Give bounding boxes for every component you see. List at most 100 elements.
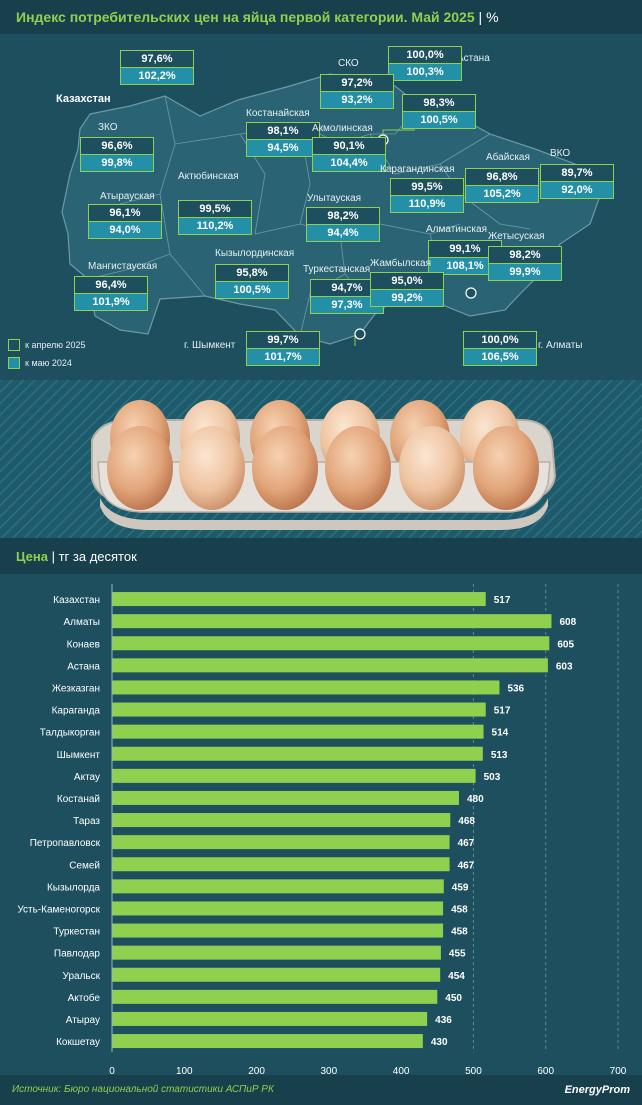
index-may: 101,7% (246, 349, 320, 366)
chart-title: Цена | тг за десяток (16, 549, 137, 564)
bar-value-label: 430 (431, 1037, 448, 1048)
region-values-zhetysu: 98,2% 99,9% (488, 246, 562, 281)
legend-swatch-apr (8, 339, 20, 351)
region-label-zhambyl: Жамбылская (370, 258, 431, 269)
bar-value-label: 503 (484, 772, 501, 783)
bar-value-label: 608 (559, 617, 576, 628)
bar (112, 658, 548, 673)
bar-value-label: 458 (451, 927, 468, 938)
region-label-shymkent: г. Шымкент (184, 340, 236, 351)
region-values-almaty: 100,0% 106,5% (463, 331, 537, 366)
region-values-zhambyl: 95,0% 99,2% (370, 272, 444, 307)
header: Индекс потребительских цен на яйца перво… (0, 0, 642, 34)
index-apr: 99,5% (178, 200, 252, 218)
bar-value-label: 467 (458, 838, 475, 849)
index-apr: 98,2% (488, 246, 562, 264)
bar-value-label: 454 (448, 971, 465, 982)
footer: Источник: Бюро национальной статистики А… (0, 1075, 642, 1105)
region-label-vko: ВКО (550, 148, 571, 159)
bar-value-label: 605 (557, 639, 574, 650)
region-label-astana: г. Астана (449, 53, 490, 64)
source-text: Источник: Бюро национальной статистики А… (12, 1084, 274, 1095)
bar (112, 857, 450, 872)
region-label-almaty_reg: Алматинская (426, 224, 487, 235)
bar (112, 614, 552, 629)
bar-value-label: 480 (467, 794, 484, 805)
index-may: 99,8% (80, 155, 154, 172)
index-apr: 96,1% (88, 204, 162, 222)
index-apr: 95,0% (370, 272, 444, 290)
bar (112, 790, 459, 805)
bar-value-label: 603 (556, 661, 573, 672)
region-values-zko: 96,6% 99,8% (80, 137, 154, 172)
x-tick-label: 700 (610, 1066, 627, 1074)
region-values-turkestan: 94,7% 97,3% (310, 279, 384, 314)
index-may: 100,3% (388, 64, 462, 81)
bar-value-label: 517 (494, 595, 511, 606)
category-label: Шымкент (57, 750, 101, 761)
region-label-turkestan: Туркестанская (303, 264, 371, 275)
index-may: 99,9% (488, 264, 562, 281)
index-may: 104,4% (312, 155, 386, 172)
region-label-ulytau: Улытауская (307, 193, 362, 204)
region-label-akmola: Акмолинская (312, 123, 373, 134)
bar (112, 636, 550, 651)
bar (112, 702, 486, 717)
region-values-atyrau: 96,1% 94,0% (88, 204, 162, 239)
index-apr: 98,3% (402, 94, 476, 112)
category-label: Туркестан (53, 927, 100, 938)
category-label: Жезказган (52, 683, 100, 694)
index-apr: 96,8% (465, 168, 539, 186)
region-values-astana: 100,0% 100,3% (388, 46, 462, 81)
index-apr: 97,2% (320, 74, 394, 92)
region-label-zko: ЗКО (98, 122, 118, 133)
legend-may: к маю 2024 (8, 357, 72, 369)
category-label: Усть-Каменогорск (17, 904, 100, 915)
x-tick-label: 0 (109, 1066, 115, 1074)
index-apr: 96,6% (80, 137, 154, 155)
category-label: Казахстан (53, 595, 100, 606)
bar-value-label: 455 (449, 949, 466, 960)
index-may: 110,9% (390, 196, 464, 213)
index-apr: 99,5% (390, 178, 464, 196)
x-tick-label: 500 (465, 1066, 482, 1074)
region-label-mangistau: Мангистауская (88, 261, 158, 272)
bar-value-label: 514 (492, 728, 509, 739)
eggs-illustration (0, 380, 642, 538)
index-apr: 89,7% (540, 164, 614, 182)
category-label: Астана (67, 661, 100, 672)
category-label: Атырау (66, 1015, 100, 1026)
bar (112, 945, 441, 960)
bar (112, 835, 450, 850)
region-label-karaganda: Карагандинская (380, 164, 455, 175)
legend-apr: к апрелю 2025 (8, 339, 86, 351)
region-label-zhetysu: Жетысуская (488, 231, 545, 242)
region-label-atyrau: Атырауская (100, 191, 155, 202)
kazakhstan-label: Казахстан (56, 93, 111, 105)
bar (112, 1034, 423, 1049)
x-tick-label: 600 (537, 1066, 554, 1074)
legend-swatch-may (8, 357, 20, 369)
category-label: Тараз (73, 816, 100, 827)
region-values-shymkent: 99,7% 101,7% (246, 331, 320, 366)
bar (112, 592, 486, 607)
index-apr: 96,4% (74, 276, 148, 294)
index-may: 106,5% (463, 349, 537, 366)
x-tick-label: 300 (321, 1066, 338, 1074)
region-label-aktobe: Актюбинская (178, 171, 239, 182)
bar (112, 901, 444, 916)
region-label-almaty: г. Алматы (538, 340, 583, 351)
bar-value-label: 450 (445, 993, 462, 1004)
index-may: 94,4% (306, 225, 380, 242)
index-apr: 94,7% (310, 279, 384, 297)
index-may: 99,2% (370, 290, 444, 307)
region-values-kostanay: 98,1% 94,5% (246, 122, 320, 157)
index-apr: 100,0% (388, 46, 462, 64)
index-may: 105,2% (465, 186, 539, 203)
bar (112, 879, 444, 894)
index-apr: 100,0% (463, 331, 537, 349)
bar-value-label: 459 (452, 882, 469, 893)
category-label: Конаев (67, 639, 100, 650)
kazakhstan-values: 97,6% 102,2% (120, 50, 194, 85)
index-apr: 95,8% (215, 264, 289, 282)
